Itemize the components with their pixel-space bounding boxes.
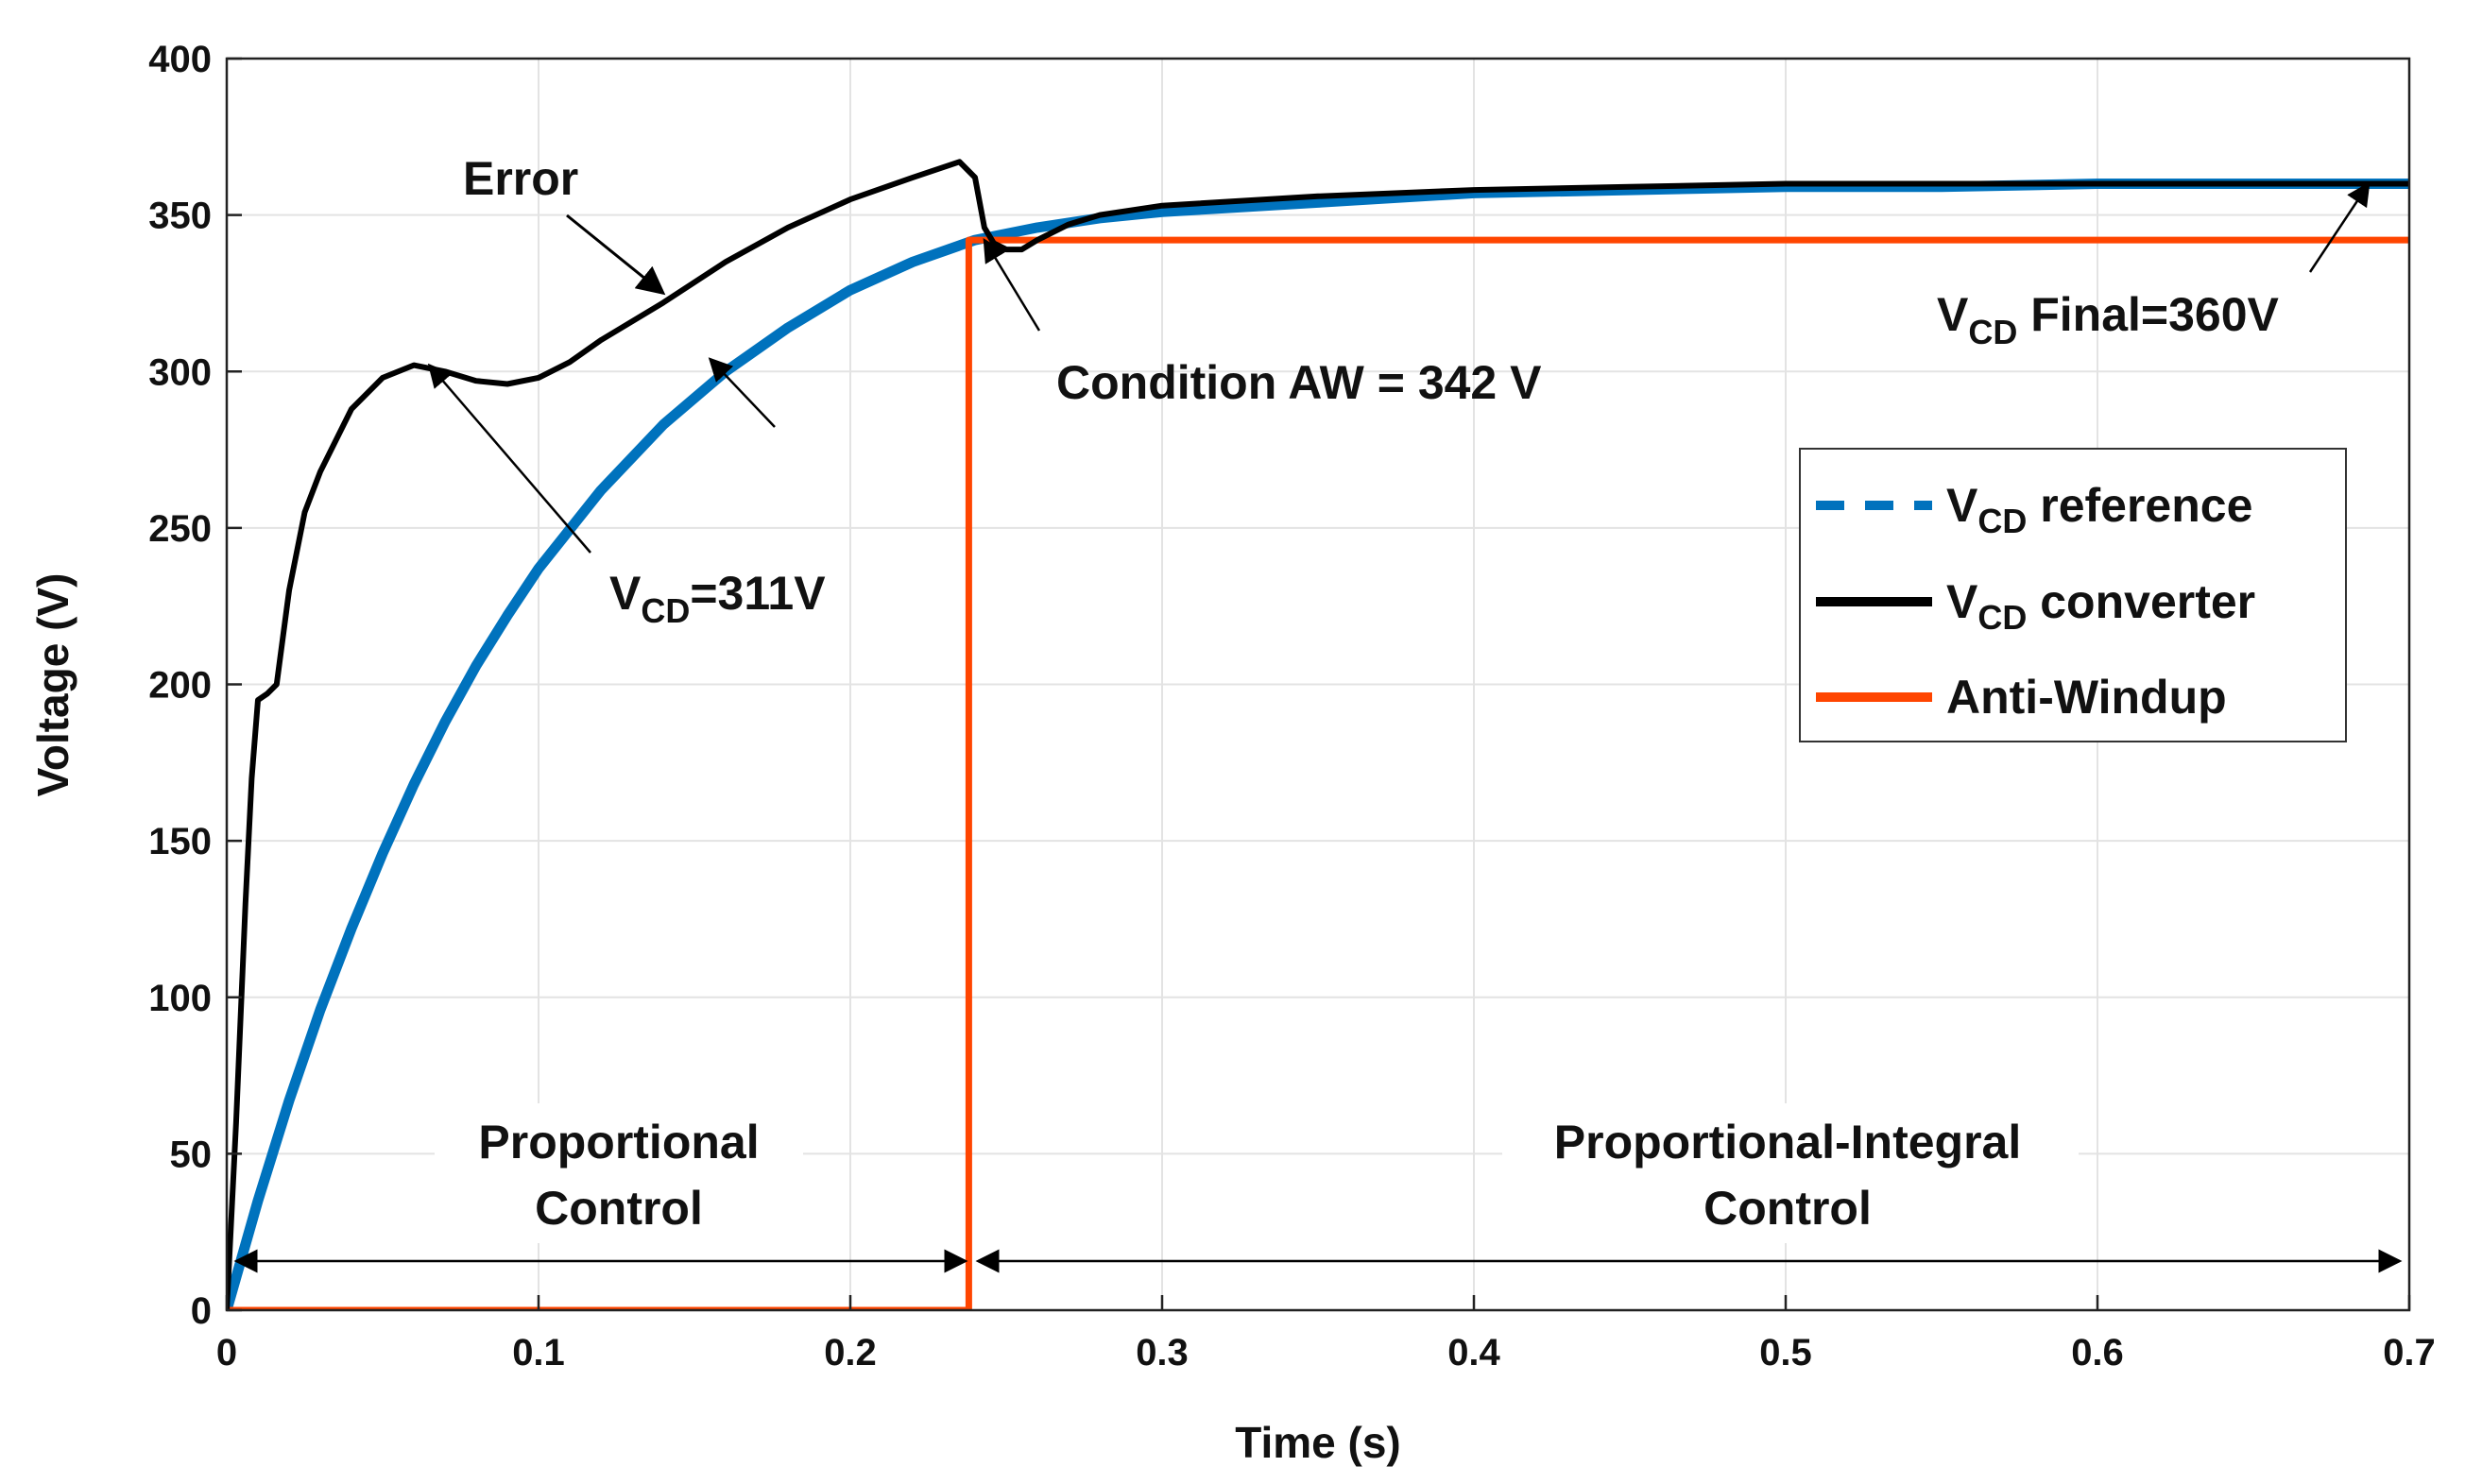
label-pi-line2: Control [1703,1182,1872,1235]
y-tick-label: 400 [148,39,212,80]
y-axis-title: Voltage (V) [28,573,77,797]
legend-reference-main: V [1946,479,1978,532]
legend-converter-main: V [1946,575,1978,628]
annotation-blue-curve-arrow [708,357,776,428]
x-tick-label: 0.6 [2071,1332,2124,1373]
annotation-condition-arrow [983,237,1041,332]
legend-reference-sub: CD [1977,502,2027,540]
annotation-final-arrow [2308,181,2371,273]
x-tick-label: 0.3 [1136,1332,1189,1373]
y-tick-label: 300 [148,351,212,393]
annotation-vcd-311-rest: =311V [690,567,826,620]
annotation-error: Error [463,152,578,205]
annotation-error-arrow [566,213,666,296]
series-line-converter [227,159,2409,1310]
y-tick-label: 150 [148,821,212,862]
legend-label-converter: VCD converter [1946,575,2255,637]
x-tick-label: 0 [216,1332,237,1373]
x-tick-label: 0.2 [824,1332,877,1373]
annotation-vcd-311-arrow [427,363,591,554]
annotation-condition-aw: Condition AW = 342 V [1056,356,1542,409]
label-pi-line1: Proportional-Integral [1554,1116,2021,1168]
x-axis-title: Time (s) [1235,1418,1401,1467]
series-line-anti-windup [227,236,2409,1310]
annotation-vcd-311-main: V [609,567,642,620]
label-bg-pi [1502,1103,2079,1243]
x-tick-label: 0.4 [1447,1332,1500,1373]
y-tick-label: 100 [148,978,212,1019]
legend-label-reference: VCD reference [1946,479,2252,540]
label-proportional-line2: Control [535,1182,703,1235]
x-tick-label: 0.5 [1759,1332,1812,1373]
y-tick-label: 350 [148,196,212,237]
legend-reference-rest: reference [2027,479,2252,532]
tick-labels: 0 0.1 0.2 0.3 0.4 0.5 0.6 0.7 0 50 100 150 200 250 300… [148,39,2436,1373]
annotation-vcd-311: VCD=311V [609,567,826,630]
x-tick-label: 0.7 [2383,1332,2436,1373]
annotation-vcd-311-sub: CD [641,591,690,630]
y-tick-label: 50 [170,1134,213,1175]
legend-label-anti-windup: Anti-Windup [1946,671,2227,724]
annotations: Error VCD=311V Condition AW = 342 V VCD … [233,152,2403,1273]
label-bg-proportional [435,1103,803,1243]
annotation-vcd-final-sub: CD [1968,313,2017,351]
annotation-vcd-final: VCD Final=360V [1937,288,2280,351]
x-tick-label: 0.1 [512,1332,565,1373]
label-proportional-line1: Proportional [478,1116,759,1168]
legend: VCD reference VCD converter Anti-Windup [1799,448,2347,742]
y-tick-label: 250 [148,508,212,550]
legend-converter-sub: CD [1977,598,2027,637]
annotation-vcd-final-main: V [1937,288,1969,341]
series-layer [227,159,2409,1310]
series-line-reference [227,179,2409,1310]
legend-converter-rest: converter [2027,575,2255,628]
y-tick-label: 200 [148,665,212,707]
y-tick-label: 0 [191,1290,212,1332]
annotation-vcd-final-rest: Final=360V [2017,288,2279,341]
